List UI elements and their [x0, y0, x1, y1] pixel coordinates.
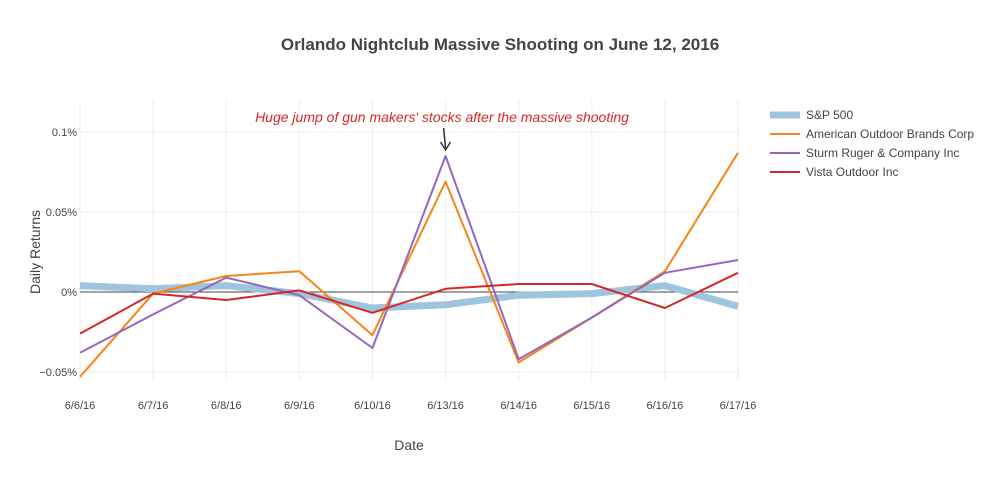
x-tick-label: 6/7/16 — [138, 400, 169, 412]
x-tick-label: 6/6/16 — [65, 400, 96, 412]
legend: S&P 500 American Outdoor Brands Corp Sturm… — [770, 108, 974, 179]
series-line — [79, 271, 739, 335]
y-axis-label: Daily Returns — [27, 210, 43, 294]
x-tick-label: 6/15/16 — [573, 400, 610, 412]
series-line — [79, 152, 739, 378]
annotation-text: Huge jump of gun makers' stocks after th… — [255, 109, 629, 125]
annotation: Huge jump of gun makers' stocks after th… — [255, 109, 629, 152]
legend-label: American Outdoor Brands Corp — [806, 127, 974, 141]
gridlines — [79, 100, 739, 380]
annotation-arrow-head — [439, 141, 452, 152]
y-tick-label: 0.1% — [52, 127, 77, 139]
series-line — [79, 282, 739, 312]
series-lines — [79, 152, 739, 378]
x-axis-label: Date — [394, 437, 424, 453]
y-tick-label: −0.05% — [39, 367, 77, 379]
y-tick-label: 0.05% — [46, 207, 77, 219]
y-tick-label: 0% — [61, 287, 77, 299]
y-axis-ticks: −0.05% 0% 0.05% 0.1% — [39, 127, 77, 379]
x-tick-label: 6/13/16 — [427, 400, 464, 412]
x-tick-label: 6/14/16 — [500, 400, 537, 412]
x-tick-label: 6/16/16 — [647, 400, 684, 412]
annotation-arrow-shaft — [442, 127, 447, 149]
legend-label: Vista Outdoor Inc — [806, 165, 899, 179]
chart-title: Orlando Nightclub Massive Shooting on Ju… — [281, 35, 719, 54]
x-tick-label: 6/10/16 — [354, 400, 391, 412]
x-tick-label: 6/8/16 — [211, 400, 242, 412]
legend-label: Sturm Ruger & Company Inc — [806, 146, 959, 160]
x-axis-ticks: 6/6/16 6/7/16 6/8/16 6/9/16 6/10/16 6/13/16 6/… — [65, 400, 757, 412]
x-tick-label: 6/17/16 — [720, 400, 757, 412]
x-tick-label: 6/9/16 — [284, 400, 315, 412]
legend-label: S&P 500 — [806, 108, 853, 122]
